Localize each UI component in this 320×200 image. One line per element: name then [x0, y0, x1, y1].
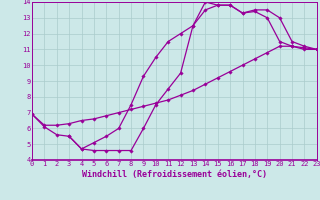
X-axis label: Windchill (Refroidissement éolien,°C): Windchill (Refroidissement éolien,°C): [82, 170, 267, 179]
